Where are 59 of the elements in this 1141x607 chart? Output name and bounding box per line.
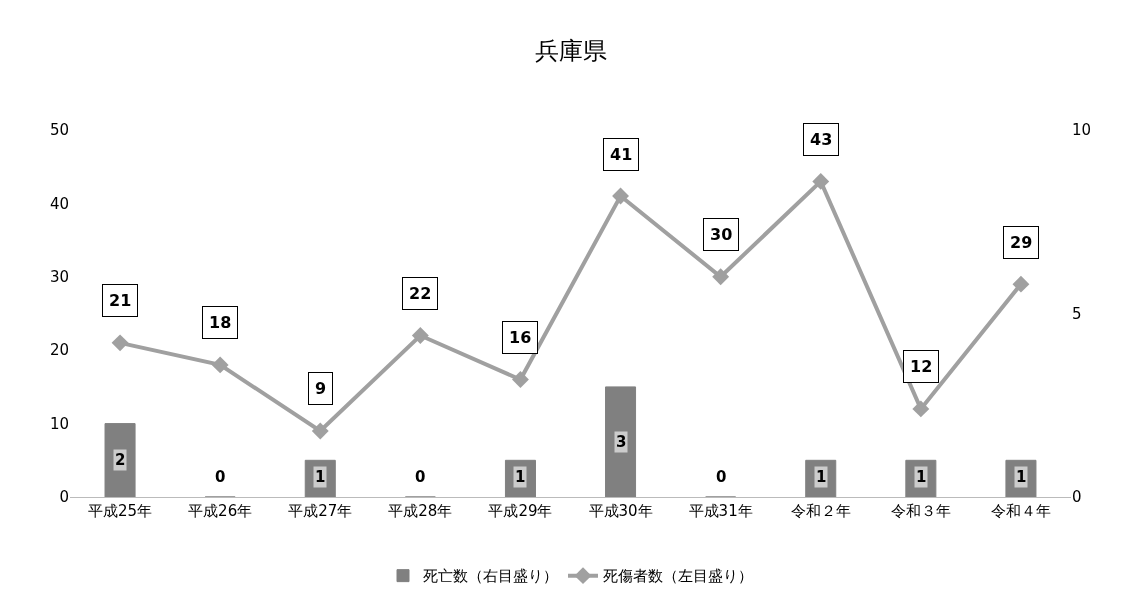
y-tick-label: 50 bbox=[49, 121, 69, 140]
data-label: 12 bbox=[910, 357, 933, 376]
y-tick-label: 20 bbox=[49, 341, 69, 360]
x-tick-label: 平成29年 bbox=[488, 502, 553, 520]
legend-label: 死傷者数（左目盛り） bbox=[603, 567, 753, 586]
legend-label: 死亡数（右目盛り） bbox=[423, 567, 558, 586]
point bbox=[211, 356, 229, 374]
data-label: 22 bbox=[409, 284, 432, 303]
y2-tick-label: 5 bbox=[1072, 304, 1082, 323]
x-tick-label: 平成31年 bbox=[688, 502, 753, 520]
data-label: 18 bbox=[209, 313, 232, 332]
y-tick-label: 30 bbox=[49, 268, 69, 287]
point bbox=[812, 172, 830, 190]
data-label: 1 bbox=[916, 468, 927, 486]
y-tick-label: 40 bbox=[49, 194, 69, 213]
y-tick-label: 0 bbox=[59, 488, 69, 507]
bar bbox=[805, 459, 837, 497]
y2-tick-label: 0 bbox=[1072, 488, 1082, 507]
bar bbox=[605, 386, 637, 497]
point bbox=[512, 371, 529, 389]
data-label: 21 bbox=[109, 291, 132, 310]
bar bbox=[304, 459, 336, 497]
point bbox=[912, 400, 930, 418]
data-label: 1 bbox=[315, 468, 326, 486]
x-tick-label: 令和２年 bbox=[790, 502, 851, 520]
data-label: 1 bbox=[1016, 468, 1027, 486]
data-label: 1 bbox=[515, 468, 526, 486]
data-label: 3 bbox=[616, 433, 627, 451]
data-label: 0 bbox=[716, 468, 727, 486]
point bbox=[411, 327, 429, 344]
point bbox=[712, 268, 730, 286]
bar bbox=[504, 459, 536, 497]
data-label: 41 bbox=[610, 145, 633, 164]
data-label: 30 bbox=[710, 225, 733, 244]
bar bbox=[104, 423, 136, 497]
y2-tick-label: 10 bbox=[1072, 121, 1092, 140]
data-label: 29 bbox=[1010, 233, 1033, 252]
point bbox=[612, 187, 629, 205]
chart-title: 兵庫県 bbox=[534, 37, 607, 66]
x-tick-label: 令和３年 bbox=[890, 502, 951, 520]
x-tick-label: 令和４年 bbox=[990, 502, 1051, 520]
x-tick-label: 平成27年 bbox=[288, 502, 353, 520]
data-label: 2 bbox=[115, 451, 126, 469]
data-label: 0 bbox=[215, 468, 226, 486]
point bbox=[1012, 275, 1030, 293]
data-label: 0 bbox=[415, 468, 426, 486]
data-label: 43 bbox=[810, 130, 833, 149]
data-label: 9 bbox=[315, 379, 327, 398]
x-tick-label: 平成30年 bbox=[588, 502, 653, 520]
y-tick-label: 10 bbox=[49, 414, 69, 433]
bar bbox=[905, 459, 937, 497]
point bbox=[111, 334, 129, 352]
data-label: 16 bbox=[509, 328, 532, 347]
bar bbox=[1005, 459, 1037, 497]
x-tick-label: 平成28年 bbox=[388, 502, 453, 520]
x-tick-label: 平成26年 bbox=[188, 502, 253, 520]
x-tick-label: 平成25年 bbox=[88, 502, 153, 520]
data-label: 1 bbox=[816, 468, 827, 486]
point bbox=[311, 422, 329, 440]
